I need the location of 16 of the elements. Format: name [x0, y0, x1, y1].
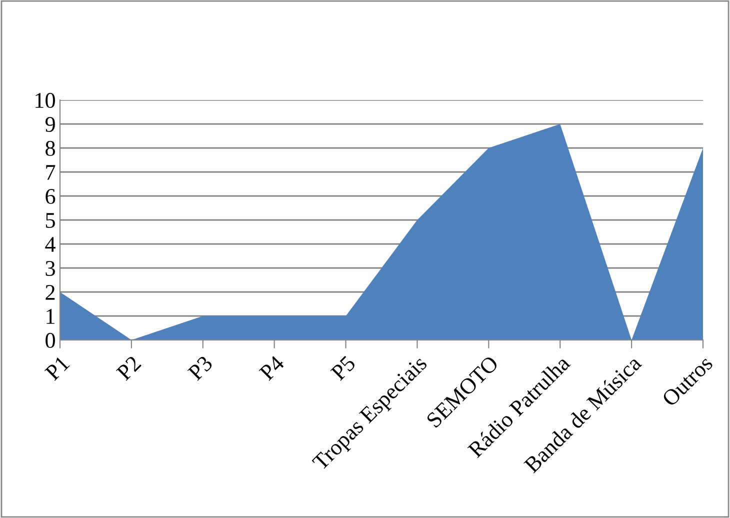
y-tick-label: 5 — [46, 213, 55, 228]
y-tick-label: 4 — [45, 237, 56, 252]
y-tick-label: 6 — [46, 188, 56, 204]
y-tick-label: 10 — [36, 92, 55, 108]
y-tick-label: 9 — [45, 116, 55, 132]
y-tick-label: 0 — [46, 332, 55, 348]
y-tick-label: 8 — [46, 140, 55, 156]
y-tick-label: 7 — [46, 165, 56, 180]
y-tick-label: 2 — [46, 284, 55, 300]
x-tick-label: P5 — [330, 355, 356, 382]
x-tick-label: P2 — [116, 355, 142, 381]
y-tick-label: 3 — [46, 260, 55, 276]
y-tick-label: 1 — [46, 309, 54, 324]
x-tick-label: P3 — [187, 355, 214, 382]
x-tick-label: P1 — [44, 355, 70, 381]
x-tick-label: P4 — [258, 354, 285, 381]
